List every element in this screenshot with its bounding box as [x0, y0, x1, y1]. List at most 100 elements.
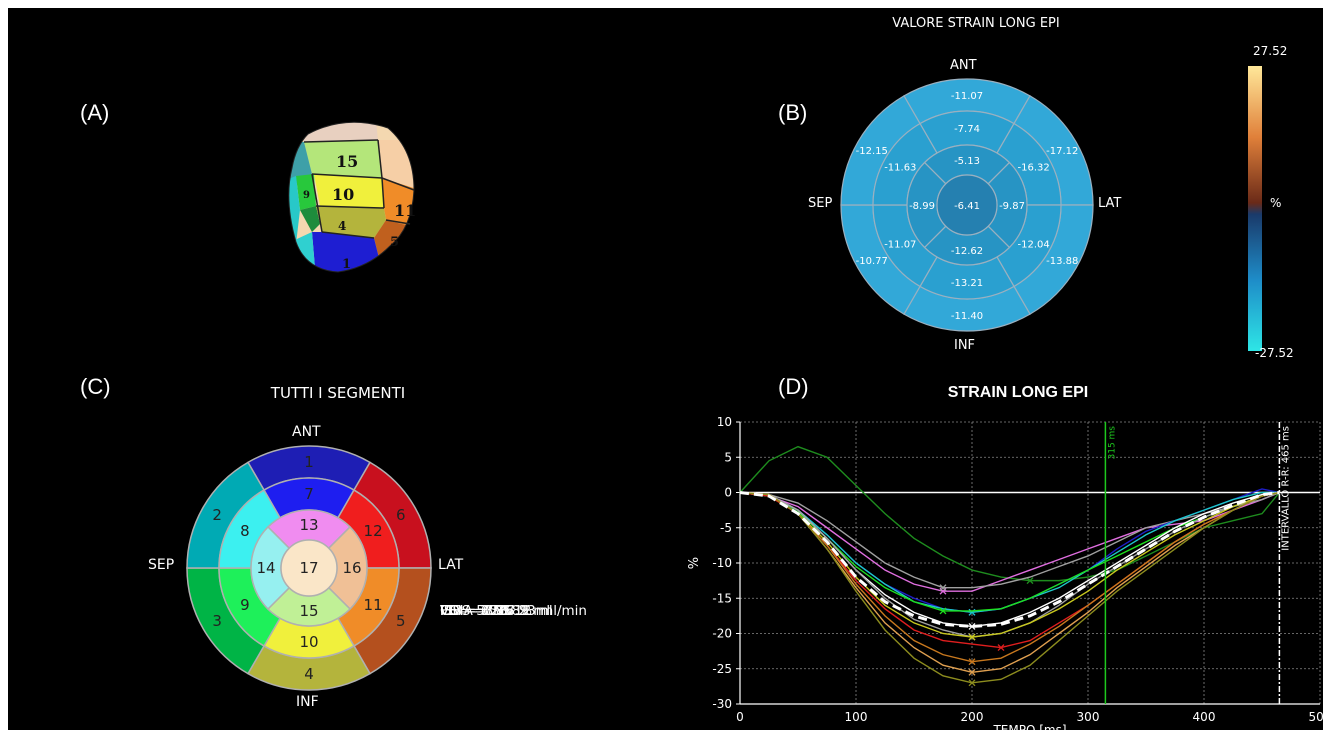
strain-apex-segment[interactable] — [936, 174, 998, 236]
strain-mid-value: -11.63 — [884, 163, 916, 174]
segment-number: 13 — [299, 516, 318, 534]
colorbar-min: -27.52 — [1255, 346, 1294, 360]
panel-a-label: (A) — [80, 100, 110, 125]
stat-iss: ISS = 0.95 — [440, 603, 512, 619]
segment-number: 9 — [240, 596, 250, 614]
strain-outer-value: -10.77 — [856, 256, 888, 267]
segment-number: 7 — [304, 485, 314, 503]
segment-number: 17 — [299, 559, 318, 577]
strain-apex-value: -6.41 — [954, 201, 980, 212]
strain-curve[interactable] — [739, 488, 1280, 614]
strain-curve[interactable] — [739, 445, 1280, 582]
panel-c-label: (C) — [80, 374, 111, 399]
strain-curves-chart[interactable]: 0 100 200 300 400 500 10 5 0 -5 -10 -15 -20 -25 -30 TEM… — [676, 400, 1323, 730]
x-tick-label: 300 — [1077, 710, 1100, 724]
segments-sep-label: SEP — [148, 557, 175, 573]
y-tick-label: -15 — [712, 591, 732, 605]
colorbar-unit: % — [1270, 196, 1282, 210]
model-label-5: 5 — [390, 235, 399, 250]
y-axis-label: % — [687, 557, 702, 569]
strain-curve[interactable] — [739, 491, 1280, 663]
strain-outer-value: -17.12 — [1046, 146, 1078, 157]
segment-number: 10 — [299, 633, 318, 651]
segment-number: 6 — [396, 506, 406, 524]
segment-17[interactable] — [280, 539, 338, 597]
model-label-11: 11 — [394, 201, 416, 220]
strain-sep-label: SEP — [808, 196, 833, 211]
segment-number: 11 — [364, 596, 383, 614]
strain-apical-value: -12.62 — [951, 246, 983, 257]
strain-apical-value: -5.13 — [954, 156, 980, 167]
strain-mid-value: -11.07 — [884, 240, 916, 251]
stat-vsis: VSIS = 23.89 ml — [440, 603, 551, 619]
y-tick-label: 10 — [717, 415, 732, 429]
time-cursor-label: 315 ms — [1107, 426, 1117, 460]
panel-d-label: (D) — [778, 374, 809, 399]
strain-curve[interactable] — [739, 491, 1280, 638]
strain-lat-label: LAT — [1098, 196, 1122, 211]
model-label-15: 15 — [336, 152, 358, 171]
x-tick-label: 100 — [845, 710, 868, 724]
strain-mid-value: -7.74 — [954, 124, 980, 135]
stat-isd: ISD = 0.86 — [440, 603, 513, 619]
peak-marker — [968, 658, 976, 666]
peak-marker — [968, 633, 976, 641]
segments-title: TUTTI I SEGMENTI — [270, 384, 406, 402]
peak-marker — [997, 644, 1005, 652]
strain-curve[interactable] — [739, 491, 1280, 684]
segment-number: 4 — [304, 665, 314, 683]
segment-number: 2 — [212, 506, 222, 524]
rr-interval-label: INTERVALLO R-R: 465 ms — [1280, 426, 1291, 551]
x-axis-label: TEMPO [ms] — [992, 723, 1066, 730]
strain-ant-label: ANT — [950, 58, 977, 73]
model-label-9: 9 — [303, 190, 310, 201]
lv-3d-model[interactable]: 15 10 11 9 4 5 1 — [286, 120, 426, 290]
strain-outer-value: -11.07 — [951, 91, 983, 102]
model-label-10: 10 — [332, 185, 354, 204]
strain-outer-value: -13.88 — [1046, 256, 1078, 267]
strain-apical-value: -8.99 — [909, 201, 935, 212]
segment-number: 1 — [304, 453, 314, 471]
strain-outer-value: -12.15 — [856, 146, 888, 157]
peak-marker — [968, 679, 976, 687]
y-tick-label: -20 — [712, 627, 732, 641]
strain-inf-label: INF — [954, 338, 976, 353]
strain-bullseye[interactable]: -11.07 -17.12 -13.88 -11.40 -10.77 -12.15 -7.7… — [837, 75, 1097, 335]
segments-lat-label: LAT — [438, 557, 464, 573]
segment-number: 15 — [299, 602, 318, 620]
strain-curve[interactable] — [739, 491, 1280, 592]
stat-co: CO = 3516.23 ml/min — [440, 603, 587, 619]
strain-curve[interactable] — [739, 491, 1280, 612]
segment-number: 5 — [396, 612, 406, 630]
x-tick-label: 0 — [736, 710, 744, 724]
segment-number: 16 — [342, 559, 361, 577]
chart-title: STRAIN LONG EPI — [947, 384, 1089, 401]
strain-mid-value: -13.21 — [951, 278, 983, 289]
strain-apical-value: -9.87 — [999, 201, 1025, 212]
segments-inf-label: INF — [296, 694, 319, 710]
strain-mid-value: -12.04 — [1018, 240, 1050, 251]
peak-marker — [939, 607, 947, 615]
peak-marker — [968, 622, 976, 630]
y-tick-label: -10 — [712, 556, 732, 570]
bullseye-strain-title: VALORE STRAIN LONG EPI — [892, 16, 1060, 31]
viewer-canvas: (A) — [8, 8, 1323, 730]
strain-mid-value: -16.32 — [1018, 163, 1050, 174]
colorbar-max: 27.52 — [1253, 44, 1288, 58]
segment-number: 14 — [256, 559, 275, 577]
strain-colorbar — [1248, 66, 1262, 351]
strain-curve[interactable] — [739, 491, 1280, 638]
y-tick-label: -25 — [712, 662, 732, 676]
segments-ant-label: ANT — [292, 424, 321, 440]
x-tick-label: 400 — [1193, 710, 1216, 724]
segment-number: 12 — [364, 522, 383, 540]
x-tick-label: 200 — [961, 710, 984, 724]
strain-curve[interactable] — [739, 491, 1280, 614]
panel-b-label: (B) — [778, 100, 808, 125]
y-tick-label: -30 — [712, 697, 732, 711]
segment-number: 8 — [240, 522, 250, 540]
mean-strain-curve[interactable] — [739, 491, 1280, 628]
model-label-4: 4 — [338, 219, 346, 233]
strain-curve[interactable] — [739, 491, 1280, 589]
